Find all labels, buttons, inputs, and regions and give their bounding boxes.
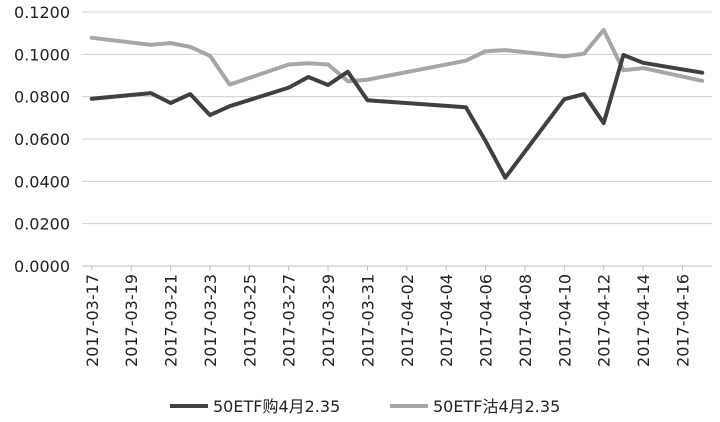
legend-label-put: 50ETF沽4月2.35 (433, 397, 560, 416)
y-tick-label: 0.0000 (14, 257, 70, 276)
legend-label-call: 50ETF购4月2.35 (213, 397, 340, 416)
series-line-put (89, 28, 705, 87)
x-tick-label: 2017-04-16 (673, 274, 692, 367)
series-lines (89, 28, 705, 180)
legend: 50ETF购4月2.35 50ETF沽4月2.35 (170, 397, 560, 416)
y-tick-label: 0.0400 (14, 172, 70, 191)
x-tick-label: 2017-04-12 (595, 274, 614, 367)
x-tick-label: 2017-03-23 (201, 274, 220, 367)
x-tick-label: 2017-04-02 (398, 274, 417, 367)
x-tick-label: 2017-03-27 (280, 274, 299, 367)
x-axis-tick-labels: 2017-03-17 2017-03-19 2017-03-21 2017-03-23… (83, 266, 692, 367)
y-tick-label: 0.0800 (14, 88, 70, 107)
y-axis-tick-labels: 0.0000 0.0200 0.0400 0.0600 0.0800 0.1000 0.12… (14, 3, 70, 276)
y-tick-label: 0.0200 (14, 215, 70, 234)
x-tick-label: 2017-03-31 (358, 274, 377, 367)
y-tick-label: 0.1200 (14, 3, 70, 22)
x-tick-label: 2017-03-29 (319, 274, 338, 367)
x-tick-label: 2017-04-08 (516, 274, 535, 367)
y-tick-label: 0.1000 (14, 45, 70, 64)
x-tick-label: 2017-04-10 (555, 274, 574, 367)
y-tick-label: 0.0600 (14, 130, 70, 149)
x-tick-label: 2017-03-19 (122, 274, 141, 367)
x-tick-label: 2017-04-14 (634, 274, 653, 367)
x-tick-label: 2017-04-06 (477, 274, 496, 367)
x-tick-label: 2017-03-17 (83, 274, 102, 367)
x-tick-label: 2017-03-21 (162, 274, 181, 367)
x-tick-label: 2017-03-25 (240, 274, 259, 367)
x-tick-label: 2017-04-04 (437, 274, 456, 367)
series-line-call (89, 53, 705, 180)
